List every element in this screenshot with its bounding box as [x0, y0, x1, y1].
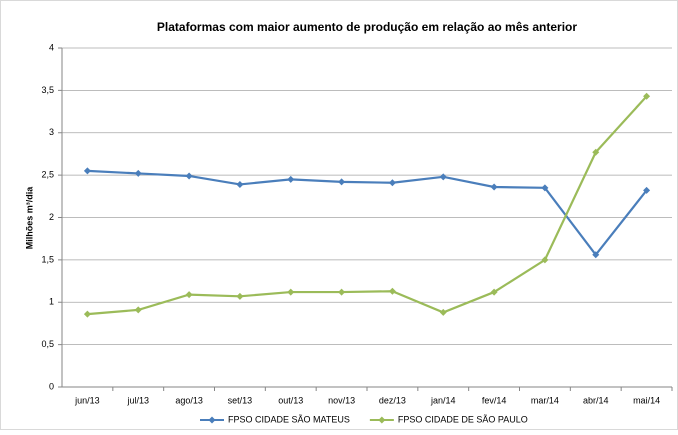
data-point — [541, 184, 549, 192]
x-tick-label: jun/13 — [74, 395, 100, 405]
data-point — [83, 167, 91, 175]
data-point — [388, 179, 396, 187]
series-line — [87, 169, 648, 257]
data-point — [643, 92, 651, 100]
x-tick-label: mar/14 — [531, 395, 559, 405]
y-tick-label: 2 — [49, 212, 54, 222]
x-tick-label: set/13 — [228, 395, 253, 405]
chart-title: Plataformas com maior aumento de produçã… — [157, 20, 577, 34]
data-point — [541, 256, 549, 264]
data-point — [287, 288, 295, 296]
y-tick-label: 3,5 — [41, 85, 54, 95]
data-point — [83, 310, 91, 318]
y-tick-label: 1,5 — [41, 254, 54, 264]
data-point — [338, 178, 346, 186]
x-tick-label: jul/13 — [126, 395, 149, 405]
data-point — [185, 172, 193, 180]
x-tick-label: mai/14 — [633, 395, 660, 405]
data-point — [134, 306, 142, 314]
x-tick-label: dez/13 — [379, 395, 406, 405]
y-tick-label: 0 — [49, 381, 54, 391]
legend-marker — [378, 416, 386, 424]
data-point — [592, 148, 600, 156]
legend-label: FPSO CIDADE DE SÃO PAULO — [398, 414, 528, 424]
x-tick-label: jan/14 — [430, 395, 456, 405]
data-point — [338, 288, 346, 296]
y-tick-label: 3 — [49, 127, 54, 137]
x-tick-label: nov/13 — [328, 395, 355, 405]
x-tick-label: out/13 — [278, 395, 303, 405]
legend-label: FPSO CIDADE SÃO MATEUS — [228, 414, 350, 424]
y-tick-label: 2,5 — [41, 170, 54, 180]
x-tick-label: abr/14 — [583, 395, 609, 405]
data-point — [643, 186, 651, 194]
y-tick-label: 1 — [49, 297, 54, 307]
data-point — [490, 288, 498, 296]
x-tick-label: ago/13 — [175, 395, 203, 405]
data-point — [287, 175, 295, 183]
data-point — [236, 292, 244, 300]
data-point — [439, 173, 447, 181]
series-line — [87, 95, 648, 316]
data-point — [388, 287, 396, 295]
data-point — [134, 169, 142, 177]
data-point — [236, 180, 244, 188]
y-tick-label: 0,5 — [41, 339, 54, 349]
data-point — [490, 183, 498, 191]
data-point — [592, 251, 600, 259]
y-axis-label: Milhões m³/dia — [24, 186, 34, 250]
data-point — [439, 308, 447, 316]
y-tick-label: 4 — [49, 42, 54, 52]
legend-marker — [208, 416, 216, 424]
data-point — [185, 291, 193, 299]
x-tick-label: fev/14 — [482, 395, 507, 405]
